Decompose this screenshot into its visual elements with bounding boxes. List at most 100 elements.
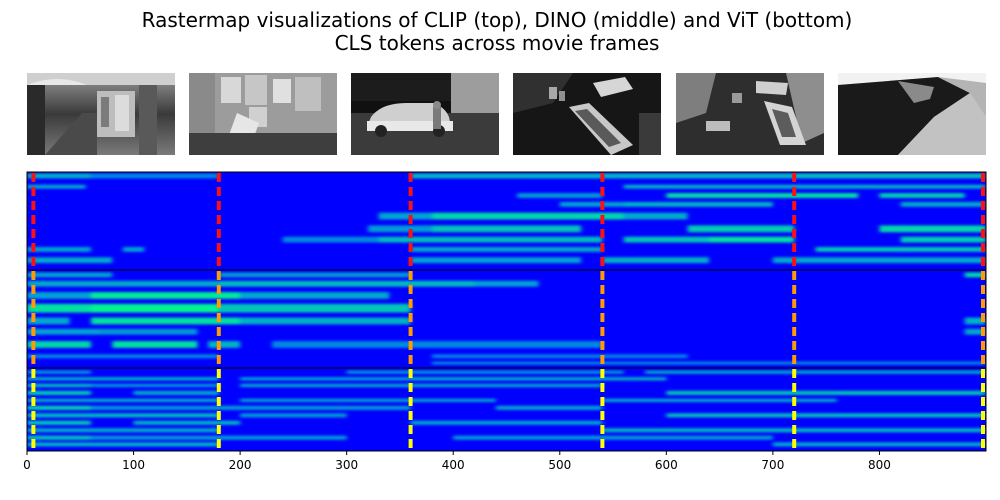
heatmap-band xyxy=(900,236,986,243)
heatmap-band xyxy=(772,442,986,447)
heatmap-band xyxy=(27,173,91,179)
heatmap-band xyxy=(122,246,145,252)
heatmap-band xyxy=(240,413,347,418)
panel-frame xyxy=(26,367,987,452)
heatmap-band xyxy=(879,225,986,233)
heatmap-band xyxy=(815,246,986,252)
heatmap-band xyxy=(27,398,219,403)
panel-vit xyxy=(27,368,986,451)
chart-title-line-2: CLS tokens across movie frames xyxy=(334,31,660,55)
heatmap-band xyxy=(623,201,773,207)
heatmap-band xyxy=(218,280,475,287)
heatmap-band xyxy=(27,317,70,325)
heatmap-band xyxy=(410,377,667,381)
heatmap-band xyxy=(623,184,986,189)
heatmap-band xyxy=(27,428,219,433)
heatmap-band xyxy=(602,257,709,264)
heatmap-band xyxy=(900,201,986,207)
x-tick-label: 800 xyxy=(868,458,891,472)
heatmap-band xyxy=(27,292,91,299)
heatmap-band xyxy=(431,354,688,359)
heatmap-band xyxy=(27,383,91,388)
heatmap-band xyxy=(133,420,241,425)
heatmap-band xyxy=(645,370,986,374)
heatmap-band xyxy=(101,328,198,335)
chart-title-line-1: Rastermap visualizations of CLIP (top), … xyxy=(141,8,853,32)
heatmap-band xyxy=(27,405,91,410)
heatmap-band xyxy=(964,328,986,335)
heatmap-band xyxy=(517,193,603,198)
heatmap-band xyxy=(90,383,219,388)
heatmap-band xyxy=(964,272,986,278)
heatmap-band xyxy=(474,280,539,287)
x-tick-label: 200 xyxy=(229,458,252,472)
heatmap-band xyxy=(666,390,986,395)
x-tick-label: 600 xyxy=(655,458,678,472)
heatmap-band xyxy=(218,272,411,278)
heatmap-band xyxy=(687,225,795,233)
heatmap-band xyxy=(666,193,859,198)
panel-bands xyxy=(27,272,986,365)
heatmap-band xyxy=(27,390,91,395)
heatmap-band xyxy=(559,201,624,207)
heatmap-band xyxy=(272,341,603,348)
heatmap-band xyxy=(240,383,603,388)
heatmap-band xyxy=(346,370,624,374)
heatmap-band xyxy=(240,377,411,381)
x-tick-label: 300 xyxy=(335,458,358,472)
heatmap-band xyxy=(90,173,219,179)
heatmap-band xyxy=(208,341,241,348)
heatmap-band xyxy=(27,257,113,264)
heatmap-band xyxy=(218,303,411,313)
heatmap-band xyxy=(27,328,102,335)
heatmap-band xyxy=(602,398,837,403)
frame-thumbnail-3 xyxy=(351,73,499,155)
heatmap-band xyxy=(90,292,241,299)
heatmap-band xyxy=(90,405,411,410)
heatmap-band xyxy=(90,317,241,325)
heatmap-band xyxy=(240,398,496,403)
frame-thumbnail-2 xyxy=(189,73,337,155)
x-tick-label: 100 xyxy=(122,458,145,472)
heatmap-band xyxy=(495,405,603,410)
x-tick-label: 500 xyxy=(548,458,571,472)
heatmap-band xyxy=(27,341,91,348)
heatmap-band xyxy=(431,212,624,220)
heatmap-band xyxy=(27,435,91,440)
heatmap-band xyxy=(431,361,986,365)
heatmap-band xyxy=(27,184,86,189)
heatmap-band xyxy=(879,193,965,198)
frame-thumbnail-6 xyxy=(838,73,986,155)
heatmap-band xyxy=(410,420,603,425)
heatmap-band xyxy=(453,435,773,440)
heatmap-band xyxy=(378,212,432,220)
heatmap-band xyxy=(410,246,603,252)
heatmap-band xyxy=(27,377,219,381)
heatmap-band xyxy=(27,272,113,278)
heatmap-band xyxy=(112,341,198,348)
heatmap-band xyxy=(27,280,219,287)
heatmap-band xyxy=(27,370,91,374)
heatmap-band xyxy=(240,292,390,299)
x-tick-label: 700 xyxy=(761,458,784,472)
heatmap-band xyxy=(772,257,986,264)
heatmap-band xyxy=(666,413,986,418)
heatmap-band xyxy=(27,246,91,252)
heatmap-band xyxy=(240,317,411,325)
heatmap-band xyxy=(623,212,688,220)
heatmap-band xyxy=(27,442,219,447)
heatmap-band xyxy=(794,173,986,179)
frame-thumbnail-4 xyxy=(513,73,661,155)
frame-thumbnail-1 xyxy=(27,73,175,155)
heatmap-band xyxy=(431,225,582,233)
heatmap-band xyxy=(378,236,603,243)
panel-dino xyxy=(27,270,986,368)
x-tick-label: 0 xyxy=(23,458,31,472)
heatmap-band xyxy=(27,303,91,313)
heatmap-band xyxy=(708,236,795,243)
heatmap-band xyxy=(282,236,379,243)
heatmap-band xyxy=(367,225,432,233)
heatmap-band xyxy=(410,257,582,264)
heatmap-band xyxy=(133,390,219,395)
